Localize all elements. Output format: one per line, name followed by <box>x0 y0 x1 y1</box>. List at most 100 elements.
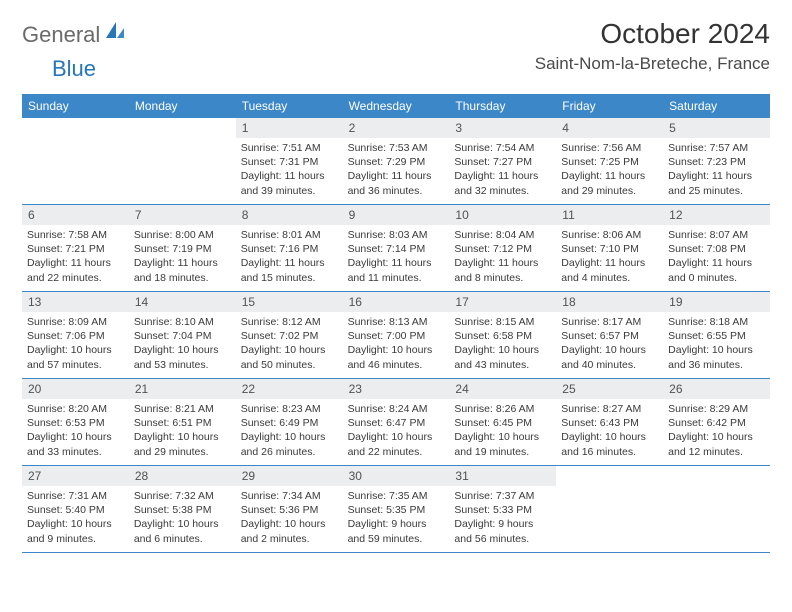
sunrise-text: Sunrise: 8:17 AM <box>561 315 658 329</box>
day-number: 22 <box>236 379 343 399</box>
sunrise-text: Sunrise: 8:15 AM <box>454 315 551 329</box>
day-number: 10 <box>449 205 556 225</box>
day-cell: 22Sunrise: 8:23 AMSunset: 6:49 PMDayligh… <box>236 379 343 465</box>
daylight-text: Daylight: 11 hours and 36 minutes. <box>348 169 445 197</box>
day-number: 30 <box>343 466 450 486</box>
day-cell: 4Sunrise: 7:56 AMSunset: 7:25 PMDaylight… <box>556 118 663 204</box>
day-info: Sunrise: 8:09 AMSunset: 7:06 PMDaylight:… <box>22 312 129 376</box>
weekday-header: Thursday <box>449 94 556 118</box>
day-info: Sunrise: 8:07 AMSunset: 7:08 PMDaylight:… <box>663 225 770 289</box>
sunset-text: Sunset: 5:38 PM <box>134 503 231 517</box>
daylight-text: Daylight: 10 hours and 46 minutes. <box>348 343 445 371</box>
sunset-text: Sunset: 7:08 PM <box>668 242 765 256</box>
sunset-text: Sunset: 6:57 PM <box>561 329 658 343</box>
day-number: 7 <box>129 205 236 225</box>
day-number: 6 <box>22 205 129 225</box>
day-cell: 12Sunrise: 8:07 AMSunset: 7:08 PMDayligh… <box>663 205 770 291</box>
daylight-text: Daylight: 10 hours and 12 minutes. <box>668 430 765 458</box>
day-cell: 8Sunrise: 8:01 AMSunset: 7:16 PMDaylight… <box>236 205 343 291</box>
week-row: 20Sunrise: 8:20 AMSunset: 6:53 PMDayligh… <box>22 379 770 466</box>
sunset-text: Sunset: 6:55 PM <box>668 329 765 343</box>
day-cell: 25Sunrise: 8:27 AMSunset: 6:43 PMDayligh… <box>556 379 663 465</box>
day-number: 4 <box>556 118 663 138</box>
sunrise-text: Sunrise: 8:26 AM <box>454 402 551 416</box>
sunrise-text: Sunrise: 7:37 AM <box>454 489 551 503</box>
day-number: 3 <box>449 118 556 138</box>
daylight-text: Daylight: 9 hours and 56 minutes. <box>454 517 551 545</box>
day-info: Sunrise: 7:58 AMSunset: 7:21 PMDaylight:… <box>22 225 129 289</box>
day-info: Sunrise: 8:20 AMSunset: 6:53 PMDaylight:… <box>22 399 129 463</box>
sunrise-text: Sunrise: 7:58 AM <box>27 228 124 242</box>
daylight-text: Daylight: 10 hours and 19 minutes. <box>454 430 551 458</box>
sunrise-text: Sunrise: 7:54 AM <box>454 141 551 155</box>
day-number: 11 <box>556 205 663 225</box>
day-cell: 27Sunrise: 7:31 AMSunset: 5:40 PMDayligh… <box>22 466 129 552</box>
sunrise-text: Sunrise: 8:09 AM <box>27 315 124 329</box>
day-cell: 13Sunrise: 8:09 AMSunset: 7:06 PMDayligh… <box>22 292 129 378</box>
empty-day-cell <box>663 466 770 552</box>
sunrise-text: Sunrise: 8:29 AM <box>668 402 765 416</box>
day-cell: 28Sunrise: 7:32 AMSunset: 5:38 PMDayligh… <box>129 466 236 552</box>
day-info: Sunrise: 8:06 AMSunset: 7:10 PMDaylight:… <box>556 225 663 289</box>
week-row: 1Sunrise: 7:51 AMSunset: 7:31 PMDaylight… <box>22 118 770 205</box>
daylight-text: Daylight: 11 hours and 18 minutes. <box>134 256 231 284</box>
daylight-text: Daylight: 11 hours and 11 minutes. <box>348 256 445 284</box>
day-info: Sunrise: 8:04 AMSunset: 7:12 PMDaylight:… <box>449 225 556 289</box>
sunrise-text: Sunrise: 8:07 AM <box>668 228 765 242</box>
sunset-text: Sunset: 7:23 PM <box>668 155 765 169</box>
day-cell: 5Sunrise: 7:57 AMSunset: 7:23 PMDaylight… <box>663 118 770 204</box>
daylight-text: Daylight: 10 hours and 22 minutes. <box>348 430 445 458</box>
sunset-text: Sunset: 7:06 PM <box>27 329 124 343</box>
day-cell: 2Sunrise: 7:53 AMSunset: 7:29 PMDaylight… <box>343 118 450 204</box>
empty-day-cell <box>22 118 129 204</box>
day-info: Sunrise: 8:18 AMSunset: 6:55 PMDaylight:… <box>663 312 770 376</box>
day-number: 21 <box>129 379 236 399</box>
day-number: 1 <box>236 118 343 138</box>
day-number: 8 <box>236 205 343 225</box>
day-number: 20 <box>22 379 129 399</box>
sunset-text: Sunset: 6:49 PM <box>241 416 338 430</box>
sunrise-text: Sunrise: 7:56 AM <box>561 141 658 155</box>
day-info: Sunrise: 7:31 AMSunset: 5:40 PMDaylight:… <box>22 486 129 550</box>
day-cell: 17Sunrise: 8:15 AMSunset: 6:58 PMDayligh… <box>449 292 556 378</box>
day-number: 23 <box>343 379 450 399</box>
day-cell: 16Sunrise: 8:13 AMSunset: 7:00 PMDayligh… <box>343 292 450 378</box>
sunset-text: Sunset: 7:27 PM <box>454 155 551 169</box>
day-cell: 29Sunrise: 7:34 AMSunset: 5:36 PMDayligh… <box>236 466 343 552</box>
week-row: 6Sunrise: 7:58 AMSunset: 7:21 PMDaylight… <box>22 205 770 292</box>
daylight-text: Daylight: 11 hours and 29 minutes. <box>561 169 658 197</box>
daylight-text: Daylight: 11 hours and 39 minutes. <box>241 169 338 197</box>
sunrise-text: Sunrise: 8:13 AM <box>348 315 445 329</box>
daylight-text: Daylight: 10 hours and 43 minutes. <box>454 343 551 371</box>
sunset-text: Sunset: 6:47 PM <box>348 416 445 430</box>
day-cell: 14Sunrise: 8:10 AMSunset: 7:04 PMDayligh… <box>129 292 236 378</box>
day-info: Sunrise: 8:12 AMSunset: 7:02 PMDaylight:… <box>236 312 343 376</box>
weekday-header: Sunday <box>22 94 129 118</box>
sunset-text: Sunset: 6:45 PM <box>454 416 551 430</box>
calendar-page: General October 2024 Saint-Nom-la-Bretec… <box>0 0 792 571</box>
day-number: 18 <box>556 292 663 312</box>
daylight-text: Daylight: 11 hours and 32 minutes. <box>454 169 551 197</box>
day-info: Sunrise: 7:54 AMSunset: 7:27 PMDaylight:… <box>449 138 556 202</box>
day-cell: 18Sunrise: 8:17 AMSunset: 6:57 PMDayligh… <box>556 292 663 378</box>
sunrise-text: Sunrise: 7:51 AM <box>241 141 338 155</box>
daylight-text: Daylight: 10 hours and 9 minutes. <box>27 517 124 545</box>
day-number: 25 <box>556 379 663 399</box>
day-number: 14 <box>129 292 236 312</box>
daylight-text: Daylight: 10 hours and 36 minutes. <box>668 343 765 371</box>
day-number: 12 <box>663 205 770 225</box>
daylight-text: Daylight: 10 hours and 6 minutes. <box>134 517 231 545</box>
sunset-text: Sunset: 7:19 PM <box>134 242 231 256</box>
daylight-text: Daylight: 10 hours and 26 minutes. <box>241 430 338 458</box>
sunset-text: Sunset: 6:42 PM <box>668 416 765 430</box>
day-info: Sunrise: 8:17 AMSunset: 6:57 PMDaylight:… <box>556 312 663 376</box>
day-info: Sunrise: 7:51 AMSunset: 7:31 PMDaylight:… <box>236 138 343 202</box>
logo-sail-icon <box>104 20 126 45</box>
sunset-text: Sunset: 7:21 PM <box>27 242 124 256</box>
sunset-text: Sunset: 7:16 PM <box>241 242 338 256</box>
day-cell: 31Sunrise: 7:37 AMSunset: 5:33 PMDayligh… <box>449 466 556 552</box>
day-info: Sunrise: 7:37 AMSunset: 5:33 PMDaylight:… <box>449 486 556 550</box>
logo-text-general: General <box>22 22 100 48</box>
sunrise-text: Sunrise: 8:00 AM <box>134 228 231 242</box>
day-number: 28 <box>129 466 236 486</box>
